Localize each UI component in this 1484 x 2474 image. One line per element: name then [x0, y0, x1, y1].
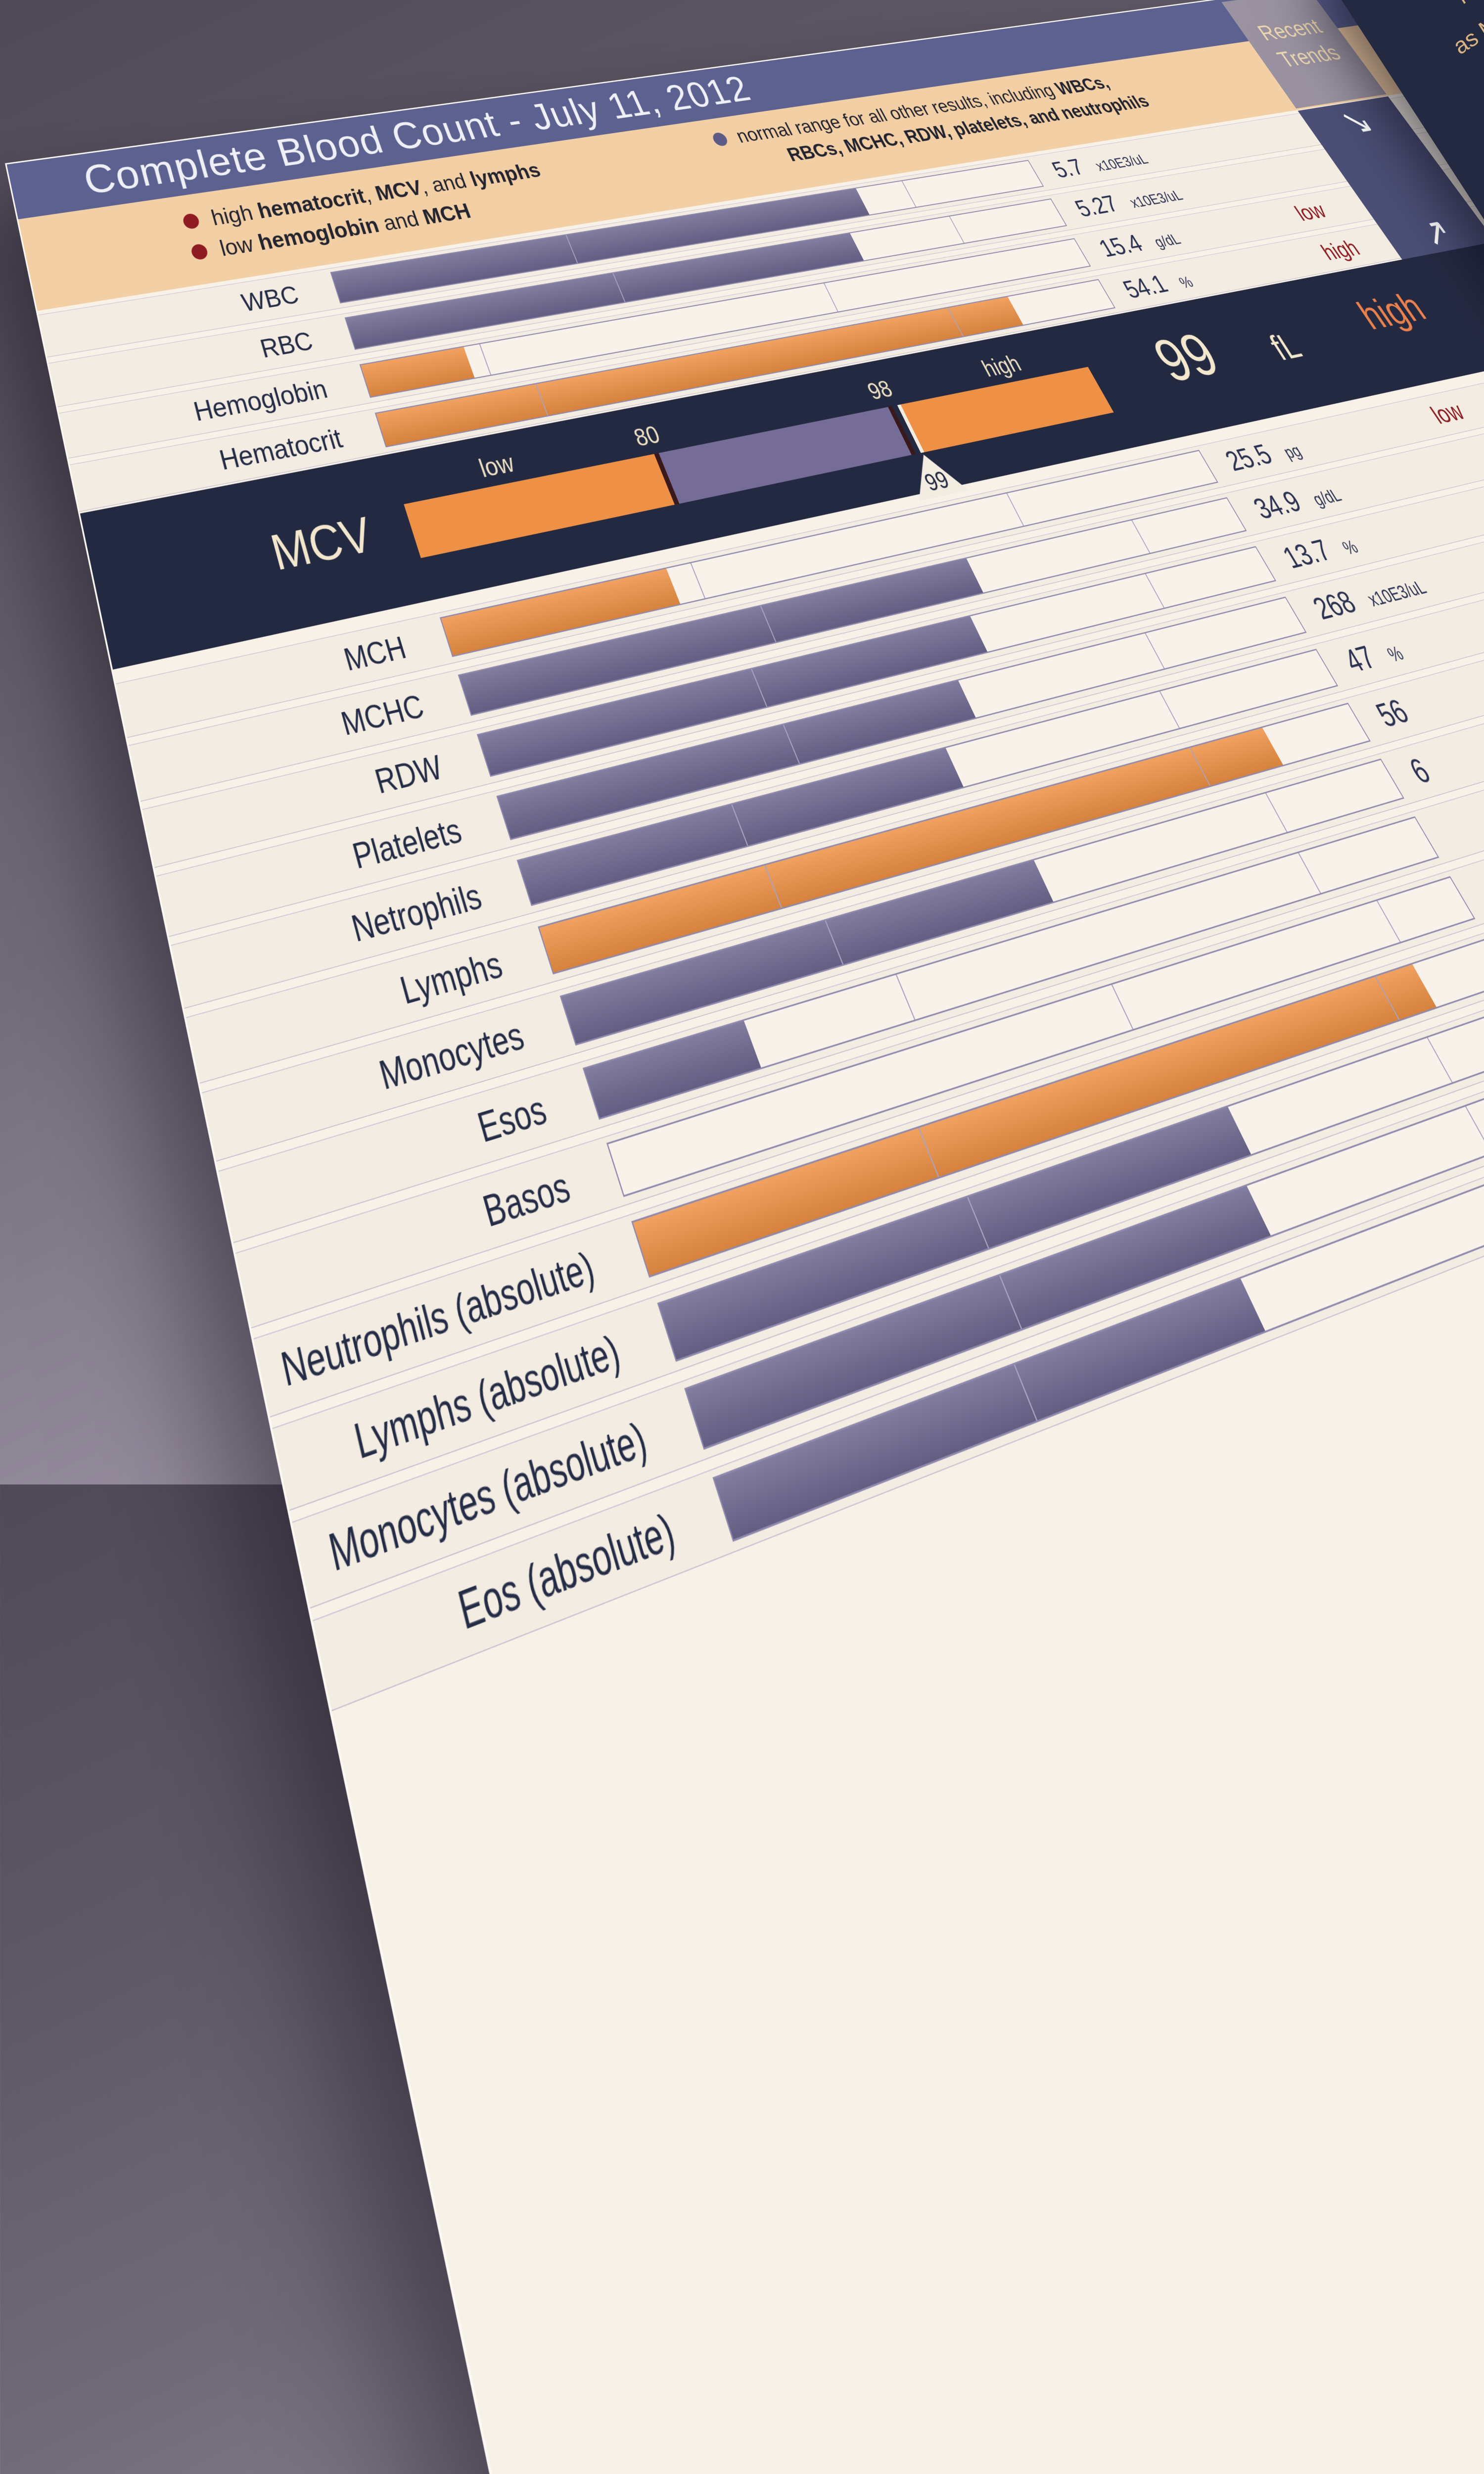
result-flag: low [1421, 391, 1474, 435]
result-unit: x10E3/uL [1363, 576, 1430, 610]
result-flag [1482, 487, 1484, 528]
result-number: 268 [1307, 585, 1362, 626]
range-divider [1465, 1106, 1484, 1153]
range-divider [1298, 853, 1321, 894]
range-divider [824, 284, 838, 312]
result-flag: low [1287, 193, 1335, 231]
scale-high-bound: 98 [863, 375, 897, 405]
range-divider [1145, 633, 1164, 669]
result-unit: % [1339, 536, 1362, 558]
result-value [1469, 860, 1484, 918]
result-unit: pg [1280, 441, 1305, 462]
red-bullet-icon [190, 243, 209, 260]
result-number: 54.1 [1118, 270, 1173, 304]
low-zone-bar [404, 454, 675, 558]
lab-report-page: Complete Blood Count - July 11, 2012 hig… [5, 0, 1484, 2474]
result-unit: g/dL [1309, 485, 1345, 509]
result-unit [1460, 819, 1474, 842]
result-flag [1451, 441, 1478, 481]
purple-bullet-icon [711, 132, 730, 146]
result-unit [1416, 699, 1429, 720]
result-number: 25.5 [1219, 438, 1278, 477]
result-flag [1237, 124, 1258, 155]
result-value: 56 [1366, 682, 1435, 741]
range-divider [1159, 691, 1180, 728]
range-divider [1377, 901, 1401, 942]
result-number [1473, 872, 1484, 910]
result-unit: x10E3/uL [1092, 151, 1151, 174]
range-divider [1111, 985, 1133, 1029]
range-divider [1007, 493, 1024, 526]
range-divider [690, 563, 705, 598]
range-divider [1427, 1038, 1452, 1083]
scale-low-label: low [475, 448, 518, 483]
high-zone-bar [899, 367, 1113, 453]
result-unit: % [1176, 273, 1197, 291]
result-number: 5.27 [1070, 190, 1124, 222]
red-bullet-icon [182, 213, 201, 230]
scale-high-label: high [977, 350, 1025, 382]
result-unit: x10E3/uL [1126, 187, 1186, 211]
result-value: 47% [1334, 626, 1413, 685]
scale-low-bound: 80 [630, 420, 664, 452]
result-unit: % [1383, 642, 1407, 666]
result-flag [1261, 160, 1283, 192]
result-value: 6 [1399, 740, 1456, 798]
result-number: 47 [1338, 639, 1382, 679]
result-flag: high [1312, 230, 1368, 270]
result-number: 13.7 [1277, 533, 1337, 575]
range-divider [1265, 793, 1288, 832]
normal-zone-bar [659, 407, 912, 504]
result-value: 13.7% [1273, 522, 1367, 581]
range-divider [949, 216, 964, 243]
range-divider [902, 181, 917, 207]
info-card-text-line: Mean co [1451, 0, 1484, 9]
result-value [1433, 801, 1480, 857]
range-divider [1131, 520, 1150, 553]
result-value: 15.4g/dL [1091, 219, 1188, 267]
result-number: 5.7 [1047, 154, 1089, 183]
result-value: 25.5pg [1216, 427, 1310, 482]
result-value-bar [361, 347, 475, 396]
result-unit: g/dL [1151, 231, 1184, 250]
mcv-flag-high: high [1349, 285, 1435, 339]
range-divider [479, 344, 491, 375]
result-number: 6 [1403, 752, 1437, 791]
result-number [1438, 812, 1460, 850]
result-number: 56 [1370, 693, 1415, 734]
result-number: 34.9 [1248, 485, 1307, 525]
scene: Complete Blood Count - July 11, 2012 hig… [0, 0, 1484, 1484]
result-number: 15.4 [1094, 230, 1148, 262]
result-unit [1438, 758, 1451, 780]
range-divider [1145, 574, 1164, 608]
mcv-unit: fL [1262, 326, 1309, 369]
range-divider [895, 975, 915, 1020]
